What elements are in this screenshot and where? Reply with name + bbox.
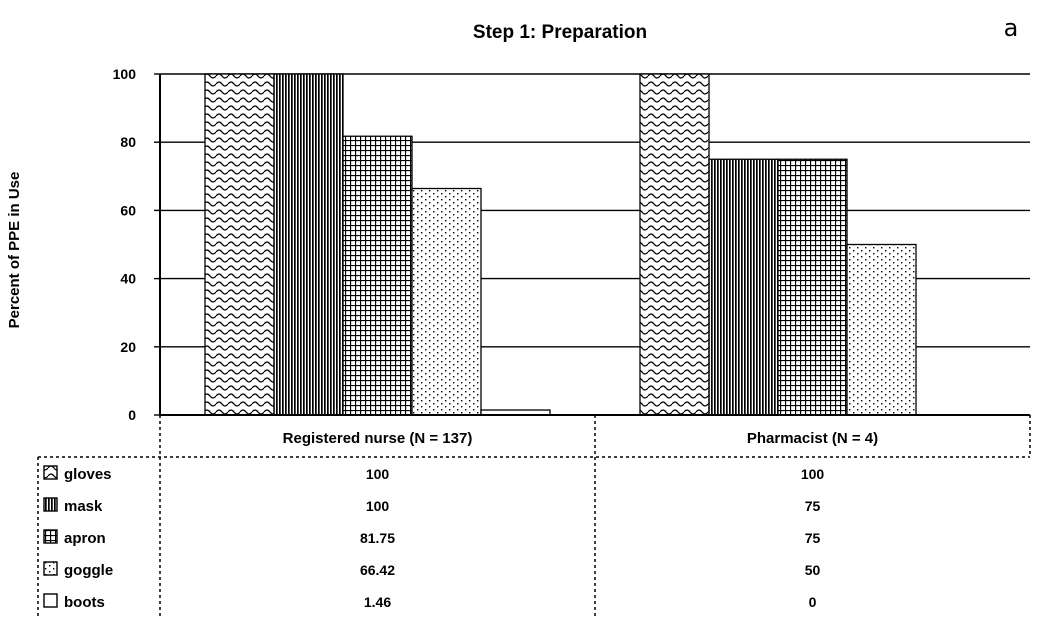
data-table: Registered nurse (N = 137) Pharmacist (N …	[37, 415, 1031, 617]
y-axis-label: Percent of PPE in Use	[6, 172, 23, 329]
legend-label-apron: apron	[64, 530, 106, 547]
bar-apron-0	[342, 135, 413, 416]
legend-swatch-apron	[43, 529, 58, 544]
legend-label-mask: mask	[64, 498, 103, 515]
data-label-goggle-0: 66.42	[360, 562, 395, 578]
y-tick-label: 60	[120, 202, 136, 218]
y-tick-label: 40	[120, 271, 136, 287]
data-label-goggle-1: 50	[805, 562, 821, 578]
panel-label: a	[1004, 14, 1019, 42]
bar-gloves-0	[204, 73, 275, 416]
legend-swatch-gloves	[43, 465, 58, 480]
data-label-gloves-0: 100	[366, 466, 390, 482]
data-label-mask-1: 75	[805, 498, 821, 514]
legend-label-goggle: goggle	[64, 562, 113, 579]
data-label-apron-0: 81.75	[360, 530, 395, 546]
y-tick-label: 100	[113, 66, 137, 82]
legend-swatch-boots	[43, 593, 58, 608]
legend-label-boots: boots	[64, 594, 105, 611]
bar-apron-1	[777, 158, 848, 416]
data-label-gloves-1: 100	[801, 466, 825, 482]
legend-label-gloves: gloves	[64, 466, 112, 483]
legend-swatch-goggle	[43, 561, 58, 576]
bar-goggle-0	[411, 187, 482, 416]
bar-mask-1	[708, 158, 779, 416]
data-label-boots-1: 0	[809, 594, 817, 610]
data-label-boots-0: 1.46	[364, 594, 391, 610]
data-label-mask-0: 100	[366, 498, 390, 514]
chart-title: Step 1: Preparation	[473, 22, 647, 43]
y-tick-label: 80	[120, 134, 136, 150]
bar-gloves-1	[639, 73, 710, 416]
category-label-0: Registered nurse (N = 137)	[283, 430, 473, 447]
y-tick-label: 20	[120, 339, 136, 355]
data-label-apron-1: 75	[805, 530, 821, 546]
y-axis-ticks: 0 20 40 60 80 100	[113, 66, 160, 423]
category-label-1: Pharmacist (N = 4)	[747, 430, 878, 447]
y-tick-label: 0	[128, 407, 136, 423]
legend-swatch-mask	[43, 497, 58, 512]
bar-mask-0	[273, 73, 344, 416]
bar-goggle-1	[846, 243, 917, 416]
bars	[204, 73, 917, 416]
